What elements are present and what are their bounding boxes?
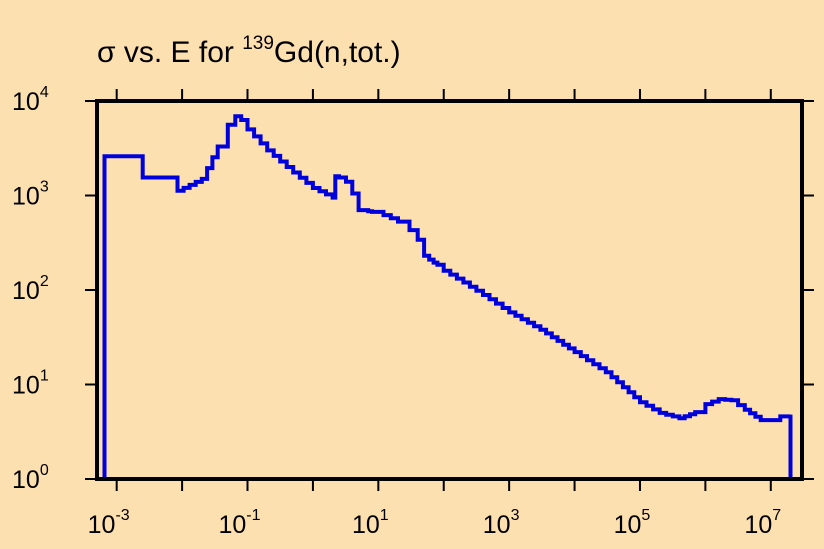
x-tick-label: 105 [614, 507, 651, 539]
x-axis-ticks [115, 89, 772, 491]
plot-frame [95, 99, 804, 481]
y-tick-label-exponent: 3 [40, 179, 49, 196]
title-superscript: 139 [242, 33, 274, 54]
y-tick-label-base: 10 [12, 88, 40, 116]
x-tick-label-base: 10 [483, 511, 511, 539]
y-tick-label-exponent: 1 [40, 368, 49, 385]
x-tick-label: 10-3 [88, 507, 130, 539]
y-tick-label: 100 [12, 462, 49, 494]
x-tick-label-base: 10 [744, 511, 772, 539]
x-tick-label-base: 10 [218, 511, 246, 539]
y-tick-label: 102 [12, 273, 49, 305]
x-tick-label-exponent: 7 [772, 507, 781, 524]
title-prefix: σ vs. E for [97, 36, 242, 69]
title-suffix: Gd(n,tot.) [274, 36, 401, 69]
series-line [102, 114, 793, 479]
x-tick-label-exponent: 3 [511, 507, 520, 524]
y-tick-label: 103 [12, 179, 49, 211]
x-tick-label-exponent: -1 [246, 507, 260, 524]
x-tick-label-exponent: 1 [380, 507, 389, 524]
y-tick-label-exponent: 2 [40, 273, 49, 290]
x-tick-label: 107 [744, 507, 781, 539]
y-tick-label-base: 10 [12, 372, 40, 400]
x-tick-label: 103 [483, 507, 520, 539]
y-tick-label-base: 10 [12, 466, 40, 494]
y-tick-label-exponent: 0 [40, 462, 49, 479]
y-tick-label-base: 10 [12, 183, 40, 211]
y-tick-label-base: 10 [12, 277, 40, 305]
y-tick-label: 101 [12, 368, 49, 400]
y-tick-label-exponent: 4 [40, 84, 49, 101]
x-tick-label-exponent: 5 [641, 507, 650, 524]
x-tick-label: 101 [352, 507, 389, 539]
x-tick-label-exponent: -3 [115, 507, 129, 524]
y-tick-label: 104 [12, 84, 49, 116]
x-tick-label: 10-1 [218, 507, 260, 539]
chart-title: σ vs. E for 139Gd(n,tot.) [97, 33, 401, 69]
y-axis-ticks [85, 100, 814, 480]
x-tick-label-base: 10 [88, 511, 116, 539]
x-axis-tick-labels: 10-3 10-1 101 103 105 107 [88, 507, 782, 539]
x-tick-label-base: 10 [352, 511, 380, 539]
x-tick-label-base: 10 [614, 511, 642, 539]
